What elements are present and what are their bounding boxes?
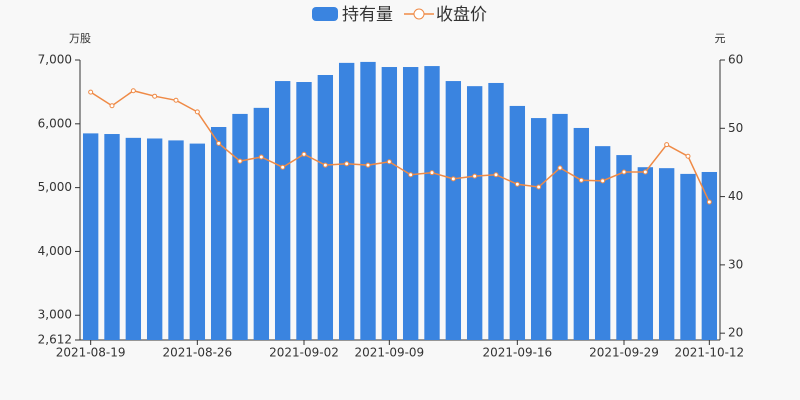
- bar: [424, 66, 440, 341]
- point: [493, 172, 499, 178]
- point: [600, 178, 606, 184]
- bar: [104, 134, 120, 340]
- y2-tick-label: 50: [728, 121, 743, 135]
- y2-tick-label: 60: [728, 53, 743, 67]
- x-tick-label: 2021-08-26: [162, 346, 232, 360]
- y-tick-label: 6,000: [38, 116, 72, 130]
- point: [450, 176, 456, 182]
- bar: [466, 86, 483, 340]
- point: [88, 89, 94, 95]
- x-tick-label: 2021-09-09: [354, 346, 424, 360]
- bar: [701, 171, 718, 340]
- bar: [274, 81, 291, 340]
- x-tick-label: 2021-09-16: [482, 346, 552, 360]
- point: [642, 169, 648, 175]
- bar: [338, 62, 355, 341]
- bar: [360, 61, 376, 341]
- point: [237, 158, 243, 164]
- point: [173, 97, 179, 103]
- x-tick-label: 2021-09-02: [269, 346, 339, 360]
- bar: [552, 113, 568, 340]
- point: [514, 181, 520, 187]
- bar: [146, 138, 163, 340]
- bar: [530, 118, 547, 340]
- x-tick-label: 2021-10-12: [674, 346, 744, 360]
- point: [472, 173, 478, 179]
- y-tick-label: 2,612: [38, 333, 72, 347]
- y-tick-label: 5,000: [38, 180, 72, 194]
- point: [621, 169, 627, 175]
- bar: [637, 167, 654, 340]
- bar: [381, 67, 398, 341]
- y-tick-label: 7,000: [38, 53, 72, 67]
- bar: [296, 82, 312, 340]
- point: [109, 103, 115, 109]
- bar: [658, 168, 675, 340]
- y2-tick-label: 30: [728, 257, 743, 271]
- point: [429, 170, 435, 176]
- legend-label: 持有量: [342, 5, 393, 25]
- point: [344, 161, 350, 167]
- x-tick-label: 2021-08-19: [56, 346, 126, 360]
- bar: [82, 133, 99, 340]
- bar: [616, 155, 632, 340]
- point: [365, 162, 371, 168]
- point: [258, 154, 264, 160]
- bar: [210, 127, 227, 340]
- x-tick-label: 2021-09-29: [589, 346, 659, 360]
- y-tick-label: 3,000: [38, 308, 72, 322]
- point: [664, 142, 670, 148]
- y2-tick-label: 40: [728, 189, 743, 203]
- point: [301, 151, 307, 157]
- bar: [317, 74, 334, 340]
- bar: [402, 67, 419, 341]
- bar: [573, 127, 590, 340]
- legend-label: 收盘价: [436, 5, 487, 25]
- bar: [125, 137, 142, 340]
- point: [280, 164, 286, 170]
- y2-unit: 元: [715, 32, 726, 45]
- bar: [168, 140, 184, 340]
- point: [386, 159, 392, 165]
- point: [536, 184, 542, 190]
- point: [706, 199, 712, 205]
- point: [557, 165, 563, 171]
- bar: [189, 143, 206, 340]
- line: [90, 89, 711, 203]
- bar: [253, 107, 270, 341]
- legend-swatch: [413, 8, 425, 20]
- point: [216, 140, 222, 146]
- point: [194, 109, 200, 115]
- y2-tick-label: 20: [728, 326, 743, 340]
- bar: [594, 146, 611, 340]
- point: [685, 153, 691, 159]
- bar: [232, 113, 248, 340]
- y-unit: 万股: [69, 32, 91, 45]
- legend-swatch: [312, 7, 338, 21]
- point: [152, 93, 158, 99]
- point: [130, 88, 136, 94]
- bar: [488, 82, 504, 340]
- bar: [509, 105, 526, 340]
- y-tick-label: 4,000: [38, 244, 72, 258]
- point: [322, 162, 328, 168]
- bar: [445, 81, 462, 340]
- point: [408, 172, 414, 178]
- point: [578, 177, 584, 183]
- bar: [680, 173, 696, 340]
